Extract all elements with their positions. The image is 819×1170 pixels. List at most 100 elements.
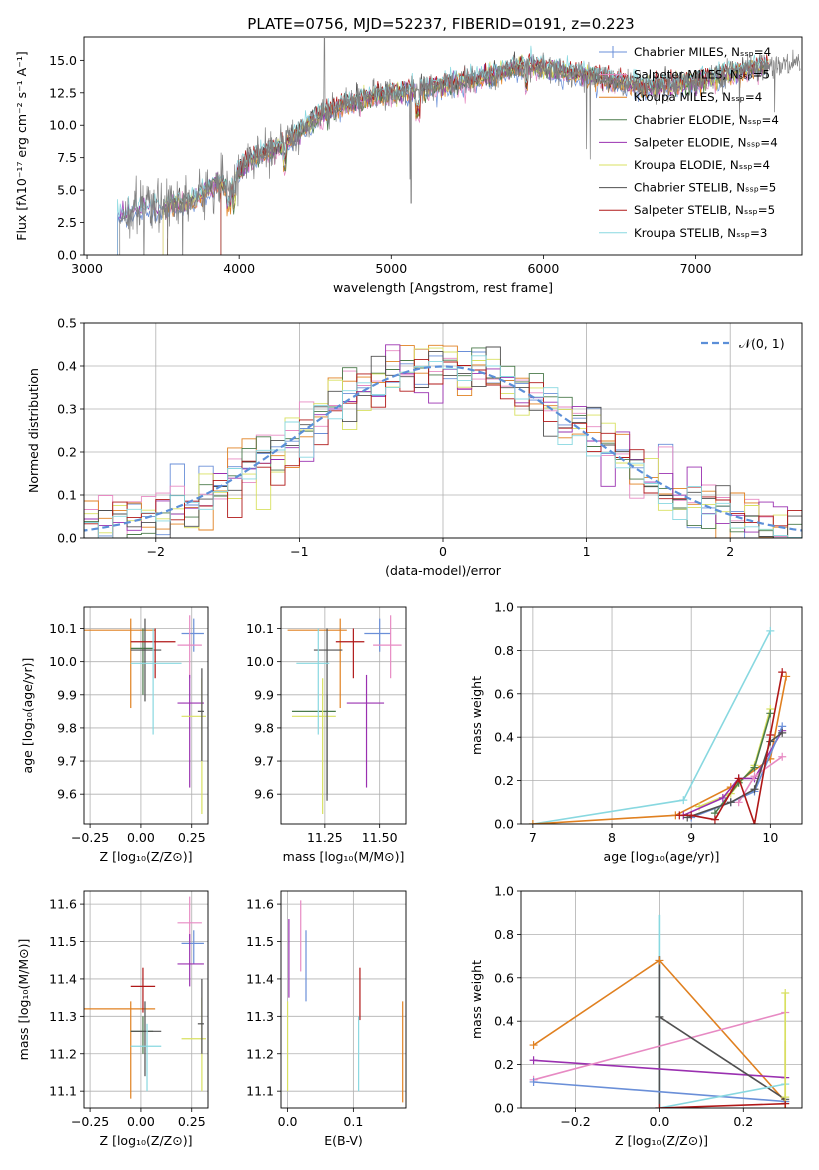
plot-frame — [280, 606, 407, 825]
x-tick-label: −0.25 — [71, 830, 109, 845]
normal-curve-line — [84, 365, 802, 532]
mass-weight-line — [659, 1083, 786, 1108]
plot-area — [84, 896, 206, 1099]
x-tick-label: 0 — [439, 544, 447, 559]
mass-weight-marker — [529, 1041, 538, 1050]
mass-weight-marker — [529, 1077, 538, 1086]
y-tick-label: 7.5 — [57, 150, 77, 165]
y-tick-label: 11.1 — [49, 1084, 77, 1099]
mass-weight-marker — [687, 811, 696, 820]
plot-frame — [83, 890, 209, 1109]
mass-weight-marker — [778, 728, 787, 737]
y-tick-label: 11.1 — [246, 1084, 274, 1099]
x-tick-label: 0.0 — [278, 1114, 298, 1129]
x-axis-label: Z [log₁₀(Z/Z⊙)] — [615, 1133, 708, 1148]
plot-area — [84, 615, 206, 815]
legend-label: Salpeter ELODIE, Nₛₛₚ=4 — [634, 135, 778, 149]
y-tick-label: 0.8 — [494, 927, 514, 942]
x-tick-label: −0.25 — [71, 1114, 109, 1129]
y-tick-label: 15.0 — [49, 53, 77, 68]
y-tick-label: 11.6 — [246, 897, 274, 912]
x-tick-label: 3000 — [71, 261, 103, 276]
plot-area — [287, 615, 402, 815]
plot-frame — [520, 890, 803, 1109]
x-axis-label: Z [log₁₀(Z/Z⊙)] — [100, 1133, 193, 1148]
plot-area — [117, 37, 801, 255]
x-axis-label: E(B-V) — [324, 1133, 363, 1148]
mass-weight-line — [532, 630, 772, 824]
mass-weight-marker — [710, 815, 719, 824]
mass-weight-line — [659, 1102, 786, 1108]
x-tick-label: 11.50 — [362, 830, 398, 845]
ebv-mass-panel: 0.0 0.1 11.1 11.2 11.3 11.4 11.5 11.6 E(B-V) — [246, 890, 407, 1148]
y-tick-label: 9.8 — [57, 720, 77, 735]
x-tick-label: 0.1 — [343, 1114, 363, 1129]
mass-weight-marker — [734, 774, 743, 783]
y-tick-label: 0.2 — [57, 445, 77, 460]
y-tick-label: 11.3 — [49, 1009, 77, 1024]
x-tick-label: 7000 — [680, 261, 712, 276]
y-axis-label: mass weight — [469, 676, 484, 755]
mass-weight-marker — [655, 1012, 664, 1021]
y-tick-label: 0.0 — [57, 248, 77, 263]
y-tick-label: 11.4 — [49, 971, 77, 986]
y-tick-label: 9.7 — [254, 754, 274, 769]
x-tick-label: 0.00 — [127, 1114, 155, 1129]
y-tick-label: 5.0 — [57, 183, 77, 198]
legend-label: Salpeter STELIB, Nₛₛₚ=5 — [634, 203, 775, 217]
mass-weight-line — [533, 1081, 786, 1103]
y-tick-label: 10.0 — [49, 118, 77, 133]
legend-label: Chabrier ELODIE, Nₛₛₚ=4 — [634, 113, 779, 127]
y-tick-label: 0.4 — [494, 730, 514, 745]
figure-title: PLATE=0756, MJD=52237, FIBERID=0191, z=0… — [247, 15, 634, 33]
residual-histogram — [84, 355, 802, 538]
y-tick-label: 9.8 — [254, 720, 274, 735]
x-tick-label: 0.25 — [178, 830, 206, 845]
plot-area — [528, 626, 791, 824]
mass-weight-marker — [766, 709, 775, 718]
y-tick-label: 9.9 — [254, 687, 274, 702]
x-axis-label: Z [log₁₀(Z/Z⊙)] — [100, 849, 193, 864]
y-tick-label: 9.6 — [254, 787, 274, 802]
plot-frame — [83, 606, 209, 825]
x-tick-label: 6000 — [527, 261, 559, 276]
x-axis-label: wavelength [Angstrom, rest frame] — [333, 280, 553, 295]
x-tick-label: 0.2 — [733, 1114, 753, 1129]
y-tick-label: 0.5 — [57, 316, 77, 331]
mass-weight-marker — [528, 820, 537, 824]
y-tick-label: 11.2 — [49, 1046, 77, 1061]
mass-weight-marker — [718, 793, 727, 802]
y-axis-label: mass [log₁₀(M/M⊙)] — [16, 939, 31, 1061]
residual-histogram-panel: −2 −1 0 1 2 0.0 0.1 0.2 0.3 0.4 0.5 (data-model)/er… — [26, 316, 803, 578]
x-axis-label: age [log₁₀(age/yr)] — [604, 849, 720, 864]
x-tick-label: 0.00 — [127, 830, 155, 845]
legend-label: Salpeter MILES, Nₛₛₚ=5 — [634, 68, 770, 82]
y-axis-label: Flux [fλ10⁻¹⁷ erg cm⁻² s⁻¹ A⁻¹] — [14, 51, 29, 240]
x-tick-label: 11.25 — [307, 830, 343, 845]
spectrum-panel: 3000 4000 5000 6000 7000 0.0 2.5 5.0 7.5 10.0 12.5… — [14, 36, 803, 295]
mass-weight-marker — [750, 763, 759, 772]
mass-weight-marker — [782, 672, 791, 681]
mass-weight-marker — [734, 798, 743, 807]
x-tick-label: 10 — [762, 830, 778, 845]
mass-weight-marker — [679, 796, 688, 805]
x-tick-label: 5000 — [375, 261, 407, 276]
y-tick-label: 10.0 — [49, 654, 77, 669]
mass-weight-marker — [781, 1093, 790, 1102]
x-tick-label: 9 — [687, 830, 695, 845]
legend-label: 𝒩(0, 1) — [739, 336, 785, 351]
mass-weight-line — [532, 676, 787, 824]
y-tick-label: 0.6 — [494, 686, 514, 701]
mass-weight-marker — [778, 752, 787, 761]
legend-label: Chabrier MILES, Nₛₛₚ=4 — [634, 45, 771, 59]
y-tick-label: 9.7 — [57, 754, 77, 769]
metallicity-mass-panel: −0.25 0.00 0.25 11.1 11.2 11.3 11.4 11.5 11.6 Z [… — [16, 890, 209, 1148]
y-tick-label: 0.3 — [57, 402, 77, 417]
x-axis-label: mass [log₁₀(M/M⊙)] — [283, 849, 405, 864]
mass-weight-marker — [750, 785, 759, 794]
x-tick-label: −0.2 — [560, 1114, 590, 1129]
y-tick-label: 9.6 — [57, 787, 77, 802]
mass-weight-marker — [675, 811, 684, 820]
y-tick-label: 1.0 — [494, 600, 514, 615]
